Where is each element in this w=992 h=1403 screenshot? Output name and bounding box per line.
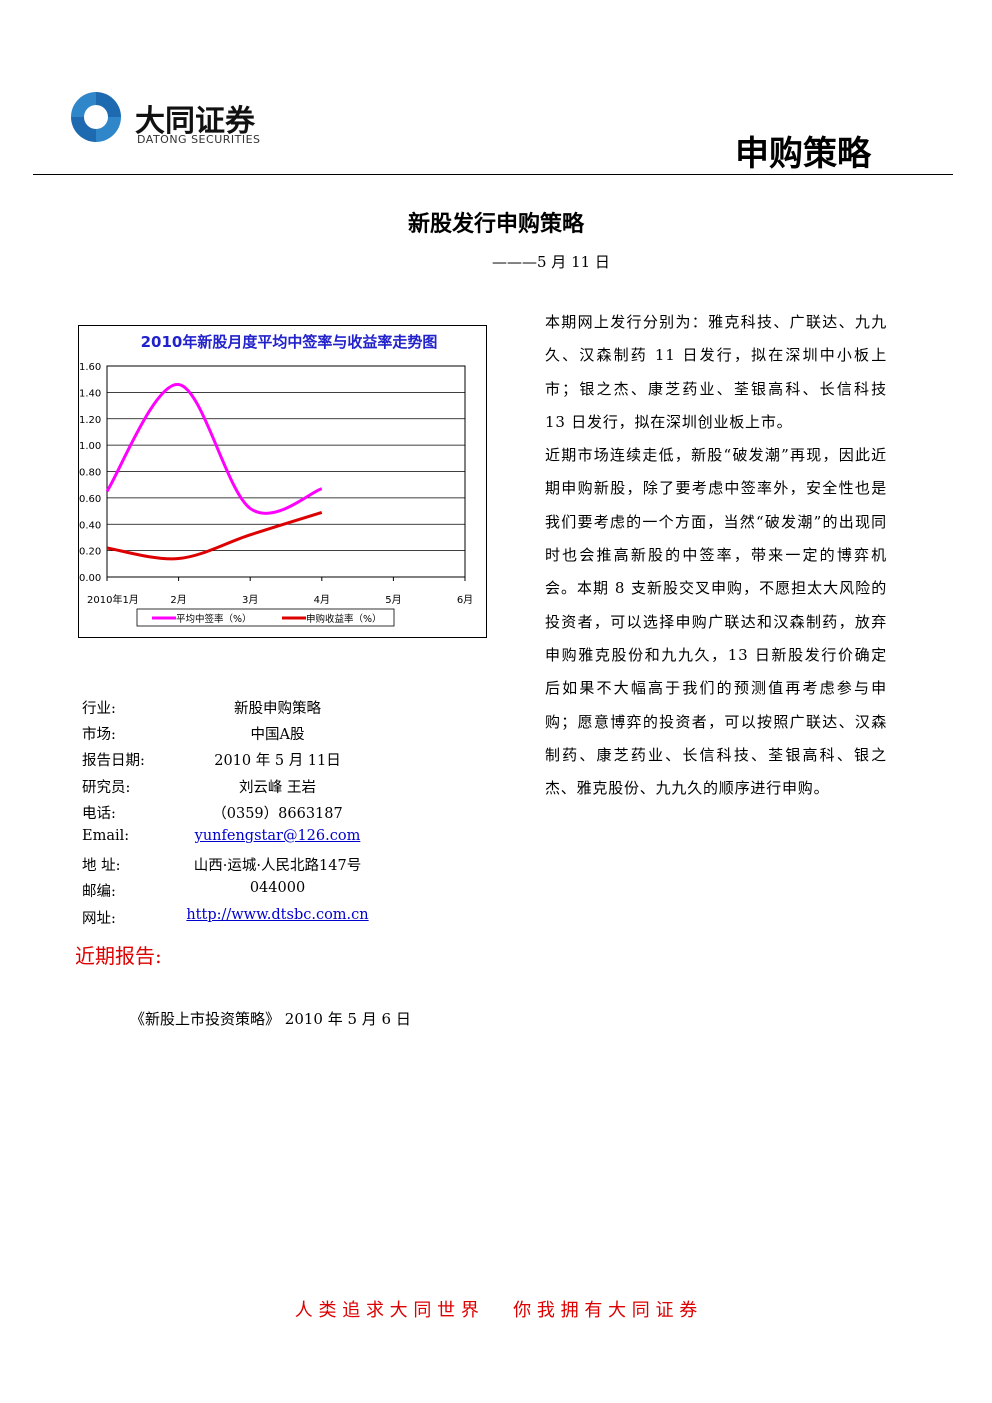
info-label: 地 址: [82,858,121,875]
info-value: 044000 [249,880,306,897]
paragraph: 本期网上发行分别为：雅克科技、广联达、九九久、汉森制药 11 日发行，拟在深圳中… [545,313,887,431]
info-value: 刘云峰 王岩 [238,779,317,796]
info-label: 市场: [82,727,116,744]
y-tick-label: 1.20 [79,415,101,426]
info-label: 电话: [82,805,116,822]
x-tick-label: 2月 [170,594,186,606]
y-tick-label: 0.60 [79,494,101,505]
info-label: 报告日期: [82,753,145,770]
footer-slogan: 人 类 追 求 大 同 世 界 你 我 拥 有 大 同 证 券 [294,1300,698,1321]
info-value: 2010 年 5 月 11日 [214,753,341,770]
logo-mark [71,92,121,142]
y-tick-label: 0.00 [79,573,101,584]
x-tick-label: 3月 [242,594,258,606]
chart-title: 2010年新股月度平均中签率与收益率走势图 [141,333,438,351]
legend-label: 申购收益率（%） [306,613,382,625]
info-value: 山西·运城·人民北路147号 [193,858,362,875]
legend-label: 平均中签率（%） [176,613,252,625]
y-tick-label: 1.40 [79,388,101,399]
section-heading: 近期报告: [75,944,162,968]
info-value[interactable]: http://www.dtsbc.com.cn [186,906,369,923]
logo-text: 大同证券 [135,104,255,139]
x-tick-label: 5月 [385,594,401,606]
legend-box [136,608,395,627]
doc-title: 新股发行申购策略 [407,211,584,237]
info-value: 中国A股 [250,727,305,744]
body-text: 本期网上发行分别为：雅克科技、广联达、九九久、汉森制药 11 日发行，拟在深圳中… [545,306,887,805]
logo-subtext: DATONG SECURITIES [137,133,261,146]
info-value: 新股申购策略 [234,701,321,717]
header-rule [33,174,953,175]
x-tick-label: 4月 [314,594,330,606]
report-item: 《新股上市投资策略》 2010 年 5 月 6 日 [130,1010,411,1028]
series-line [106,510,323,561]
info-label: 邮编: [82,884,116,901]
y-tick-label: 0.40 [79,520,101,531]
y-tick-label: 1.00 [79,441,101,452]
info-label: 网址: [82,910,116,927]
y-tick-label: 0.80 [79,468,101,479]
doc-date: ———5 月 11 日 [492,253,610,271]
info-label: 研究员: [82,779,131,796]
series-line [105,382,323,515]
info-label: 行业: [82,701,116,717]
report-category: 申购策略 [735,134,871,174]
info-value: （0359）8663187 [212,805,343,822]
paragraph: 近期市场连续走低，新股“破发潮”再现，因此近期申购新股，除了要考虑中签率外，安全… [545,446,887,798]
info-value[interactable]: yunfengstar@126.com [194,828,361,844]
y-tick-label: 1.60 [79,362,101,373]
info-label: Email: [82,828,130,844]
x-tick-label: 2010年1月 [87,593,139,606]
x-tick-label: 6月 [457,594,473,606]
y-tick-label: 0.20 [79,547,101,558]
chart: 2010年新股月度平均中签率与收益率走势图 0.00 0.20 0.40 0.60 0.… [78,325,487,638]
